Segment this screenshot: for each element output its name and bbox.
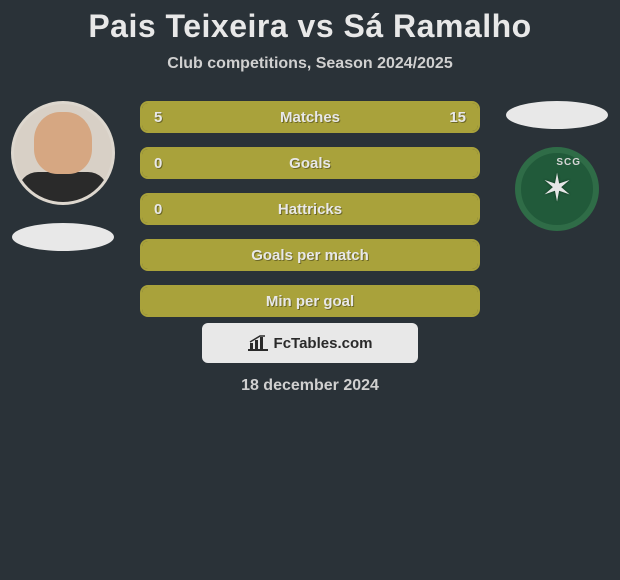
player1-shirt bbox=[18, 172, 108, 202]
bar-label: Matches bbox=[280, 109, 340, 126]
star-icon: ✶ bbox=[541, 170, 573, 208]
body-row: 5 Matches 15 0 Goals 0 Hattricks Goals per matc… bbox=[0, 101, 620, 317]
player2-club-ellipse bbox=[506, 101, 608, 129]
brand-text: FcTables.com bbox=[274, 335, 373, 352]
page-title: Pais Teixeira vs Sá Ramalho bbox=[0, 8, 620, 45]
page-subtitle: Club competitions, Season 2024/2025 bbox=[0, 55, 620, 73]
player2-club-badge: SCG ✶ bbox=[515, 147, 599, 231]
bar-label: Goals per match bbox=[251, 247, 369, 264]
comparison-card: Pais Teixeira vs Sá Ramalho Club competi… bbox=[0, 0, 620, 395]
bar-label: Hattricks bbox=[278, 201, 342, 218]
bar-label: Min per goal bbox=[266, 293, 354, 310]
bar-chart-icon bbox=[248, 335, 268, 351]
player1-club-ellipse bbox=[12, 223, 114, 251]
date-text: 18 december 2024 bbox=[0, 377, 620, 395]
bar-value-right: 15 bbox=[442, 109, 466, 126]
stat-bar: 0 Hattricks bbox=[140, 193, 480, 225]
left-player-col bbox=[8, 101, 118, 251]
player1-head bbox=[34, 112, 92, 174]
stat-bar: 0 Goals bbox=[140, 147, 480, 179]
brand-footer[interactable]: FcTables.com bbox=[202, 323, 418, 363]
player1-avatar bbox=[11, 101, 115, 205]
bar-value-left: 0 bbox=[154, 201, 178, 218]
bar-value-left: 0 bbox=[154, 155, 178, 172]
stat-bar: Goals per match bbox=[140, 239, 480, 271]
right-player-col: SCG ✶ bbox=[502, 101, 612, 231]
stats-column: 5 Matches 15 0 Goals 0 Hattricks Goals per matc… bbox=[118, 101, 502, 317]
club-badge-inner: ✶ bbox=[521, 153, 593, 225]
stat-bar: 5 Matches 15 bbox=[140, 101, 480, 133]
stat-bar: Min per goal bbox=[140, 285, 480, 317]
bar-fill-right bbox=[226, 103, 478, 131]
bar-value-left: 5 bbox=[154, 109, 178, 126]
bar-label: Goals bbox=[289, 155, 331, 172]
